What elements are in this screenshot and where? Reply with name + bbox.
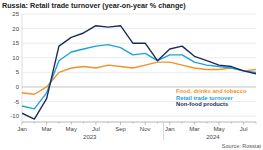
grid-line (22, 57, 256, 58)
x-tick-label: Jul (240, 126, 248, 132)
x-tick (256, 122, 257, 124)
x-tick (46, 122, 47, 125)
x-tick (120, 122, 121, 125)
x-tick (182, 122, 183, 124)
series-line (22, 26, 256, 119)
x-tick (231, 122, 232, 124)
y-tick-label: 20 (12, 26, 19, 32)
x-tick (132, 122, 133, 124)
year-label: 2023 (83, 134, 97, 140)
title: Russia: Retail trade turnover (year-on-y… (2, 1, 186, 10)
x-tick-label: Jan (165, 126, 175, 132)
x-tick-label: Sep (115, 126, 126, 132)
plot-area (22, 26, 256, 119)
y-tick-label: 10 (12, 55, 19, 61)
x-tick (83, 122, 84, 124)
x-tick (145, 122, 146, 125)
x-tick-label: May (66, 126, 77, 132)
x-tick (169, 122, 170, 125)
x-tick (243, 122, 244, 125)
x-tick (157, 122, 158, 124)
x-axis (22, 122, 256, 123)
y-tick-label: 5 (16, 69, 20, 75)
y-tick-label: 0 (16, 84, 20, 90)
source: Source: Rosstat (222, 143, 262, 149)
legend-label: Non-food products (176, 101, 228, 107)
grid-line (22, 14, 256, 15)
grid-line (22, 116, 256, 117)
y-tick-label: 15 (12, 40, 19, 46)
year-label: 2024 (206, 134, 220, 140)
x-tick-label: Mar (189, 126, 199, 132)
x-tick (219, 122, 220, 125)
y-tick-label: -10 (10, 113, 19, 119)
legend-label: Retail trade turnover (176, 95, 233, 101)
x-tick (108, 122, 109, 124)
x-tick (71, 122, 72, 125)
x-tick (34, 122, 35, 124)
x-tick (206, 122, 207, 124)
grid-line (22, 28, 256, 29)
x-tick (58, 122, 59, 124)
x-tick-label: Jul (92, 126, 100, 132)
y-tick-label: 25 (12, 11, 19, 17)
grid-line (22, 72, 256, 73)
x-tick-label: Jan (17, 126, 27, 132)
x-tick (95, 122, 96, 125)
x-tick-label: May (213, 126, 224, 132)
y-tick-label: -5 (14, 99, 20, 105)
legend-label: Food, drinks and tobacco (176, 88, 247, 94)
x-tick (22, 122, 23, 125)
x-tick-label: Mar (41, 126, 51, 132)
x-tick-label: Nov (140, 126, 151, 132)
chart: Russia: Retail trade turnover (year-on-y… (0, 0, 263, 150)
x-tick (194, 122, 195, 125)
year-divider (163, 122, 164, 140)
